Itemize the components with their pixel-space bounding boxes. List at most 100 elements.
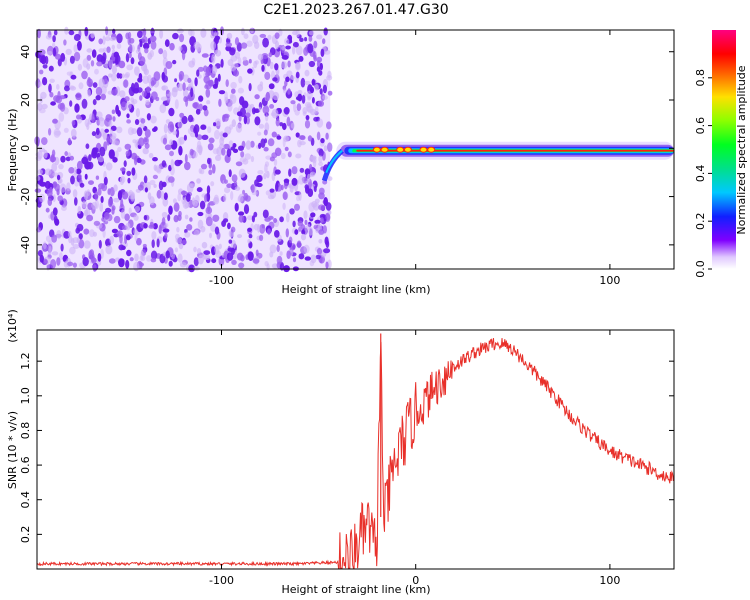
noise-blob (212, 148, 219, 155)
noise-blob (223, 193, 227, 203)
heatmap-x-tick-label: -100 (209, 274, 234, 287)
noise-blob (234, 186, 241, 191)
noise-blob (262, 209, 269, 219)
noise-blob (101, 85, 107, 95)
noise-blob (215, 49, 222, 57)
noise-blob (92, 99, 97, 106)
noise-blob (230, 81, 237, 89)
noise-blob (127, 36, 131, 46)
noise-blob (168, 260, 173, 267)
noise-blob (229, 93, 234, 99)
noise-blob (169, 150, 174, 157)
noise-blob (120, 209, 126, 219)
noise-blob (169, 42, 175, 51)
noise-blob (181, 115, 188, 125)
noise-blob (76, 237, 81, 244)
noise-blob (105, 26, 109, 36)
noise-blob (63, 127, 69, 133)
snr-x-axis-label: Height of straight line (km) (281, 583, 430, 596)
noise-blob (111, 207, 115, 215)
noise-blob (37, 28, 41, 39)
noise-blob (95, 95, 101, 101)
noise-blob (88, 154, 92, 162)
noise-blob (98, 38, 103, 45)
noise-blob (297, 220, 303, 227)
noise-blob (168, 164, 172, 172)
noise-blob (152, 157, 158, 162)
noise-blob (86, 214, 94, 222)
noise-blob (237, 87, 244, 94)
noise-blob (73, 33, 81, 42)
noise-blob (152, 223, 158, 230)
noise-blob (218, 243, 222, 250)
noise-blob (318, 192, 325, 200)
noise-blob (91, 201, 98, 210)
noise-blob (224, 91, 228, 101)
noise-blob (213, 122, 217, 127)
noise-blob (197, 254, 204, 265)
noise-blob (275, 40, 279, 50)
noise-blob (264, 71, 271, 80)
noise-blob (283, 178, 290, 183)
noise-blob (161, 85, 166, 91)
noise-blob (126, 170, 132, 177)
noise-blob (108, 149, 116, 160)
noise-blob (220, 26, 224, 36)
noise-blob (181, 50, 186, 61)
noise-blob (298, 175, 305, 185)
noise-blob (283, 107, 290, 115)
noise-blob (162, 137, 167, 145)
noise-blob (137, 30, 143, 39)
noise-blob (264, 122, 270, 132)
noise-blob (295, 153, 302, 159)
noise-blob (140, 250, 144, 261)
noise-blob (120, 199, 124, 208)
noise-blob (146, 86, 151, 93)
noise-blob (200, 124, 207, 130)
noise-blob (151, 231, 157, 240)
noise-blob (60, 243, 64, 252)
noise-blob (193, 229, 200, 236)
noise-blob (52, 118, 58, 124)
noise-blob (257, 223, 261, 233)
noise-blob (121, 245, 126, 250)
noise-blob (210, 181, 215, 187)
noise-blob (176, 28, 184, 34)
noise-blob (38, 108, 46, 114)
noise-blob (57, 195, 63, 202)
noise-blob (83, 240, 91, 249)
noise-blob (78, 82, 84, 90)
noise-blob (197, 219, 204, 229)
noise-blob (144, 187, 148, 193)
noise-blob (143, 68, 149, 76)
noise-blob (281, 55, 289, 60)
noise-blob (105, 36, 111, 42)
noise-blob (231, 119, 236, 128)
noise-blob (141, 90, 147, 98)
noise-blob (318, 148, 324, 157)
noise-blob (292, 257, 297, 263)
noise-blob (168, 107, 175, 117)
noise-blob (188, 264, 196, 273)
noise-blob (212, 164, 216, 174)
noise-blob (52, 194, 56, 203)
noise-blob (180, 190, 188, 195)
noise-blob (247, 227, 253, 232)
noise-blob (258, 106, 262, 112)
noise-blob (275, 182, 279, 192)
noise-blob (183, 134, 187, 141)
noise-blob (254, 116, 261, 126)
noise-blob (267, 34, 272, 40)
snr-y-tick-label: 0.2 (19, 526, 32, 544)
noise-blob (39, 181, 47, 187)
colorbar-gradient (712, 30, 736, 269)
noise-blob (158, 224, 162, 234)
noise-blob (95, 86, 103, 96)
noise-blob (319, 88, 323, 95)
noise-blob (199, 200, 206, 210)
heatmap-y-axis-label: Frequency (Hz) (6, 109, 19, 192)
noise-blob (196, 69, 200, 77)
noise-blob (96, 54, 104, 63)
noise-blob (214, 118, 222, 127)
noise-blob (304, 168, 311, 176)
